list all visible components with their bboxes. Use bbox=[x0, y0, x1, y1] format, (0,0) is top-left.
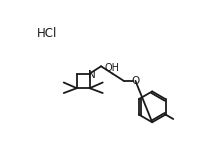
Text: N: N bbox=[88, 70, 96, 80]
Text: O: O bbox=[131, 76, 139, 86]
Text: HCl: HCl bbox=[37, 27, 57, 40]
Text: OH: OH bbox=[105, 63, 120, 73]
